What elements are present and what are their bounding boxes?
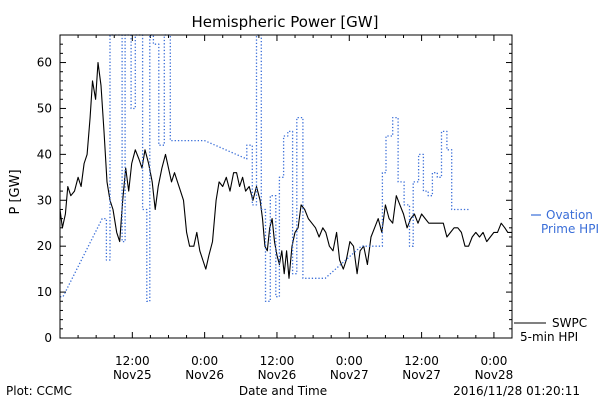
x-tick-label-time: 12:00 [404,354,439,368]
plot-frame [59,34,513,339]
axis-ticks: 010203040506012:00Nov250:00Nov2612:00Nov… [37,34,514,382]
y-tick-label: 30 [37,193,52,207]
x-tick-label-date: Nov27 [330,368,369,382]
series-lines [59,34,512,302]
chart-title: Hemispheric Power [GW] [192,13,379,31]
y-tick-label: 0 [44,331,52,345]
plot-credit: Plot: CCMC [6,384,72,398]
series-swpc-line [59,61,512,279]
y-tick-label: 60 [37,56,52,70]
y-tick-label: 10 [37,285,52,299]
x-tick-label-date: Nov26 [258,368,297,382]
x-tick-label-date: Nov28 [475,368,514,382]
legend-ovation-label-2: Prime HPI [541,222,599,236]
y-tick-label: 20 [37,239,52,253]
legend-swpc-label-2: 5-min HPI [520,330,578,344]
legend: Ovation Prime HPI SWPC 5-min HPI [514,208,599,344]
x-tick-label-date: Nov25 [113,368,152,382]
timestamp: 2016/11/28 01:20:11 [453,384,580,398]
y-axis-label: P [GW] [8,169,23,214]
x-tick-label-time: 0:00 [336,354,363,368]
x-tick-label-date: Nov27 [402,368,441,382]
y-tick-label: 50 [37,101,52,115]
x-tick-label-time: 12:00 [115,354,150,368]
x-tick-label-time: 12:00 [260,354,295,368]
x-tick-label-time: 0:00 [480,354,507,368]
legend-swpc-label-1: SWPC [552,316,587,330]
x-tick-label-time: 0:00 [191,354,218,368]
series-ovation-prime-line [60,34,470,302]
legend-ovation-label-1: Ovation [546,208,593,222]
x-tick-label-date: Nov26 [185,368,224,382]
x-axis-label: Date and Time [239,384,327,398]
y-tick-label: 40 [37,147,52,161]
